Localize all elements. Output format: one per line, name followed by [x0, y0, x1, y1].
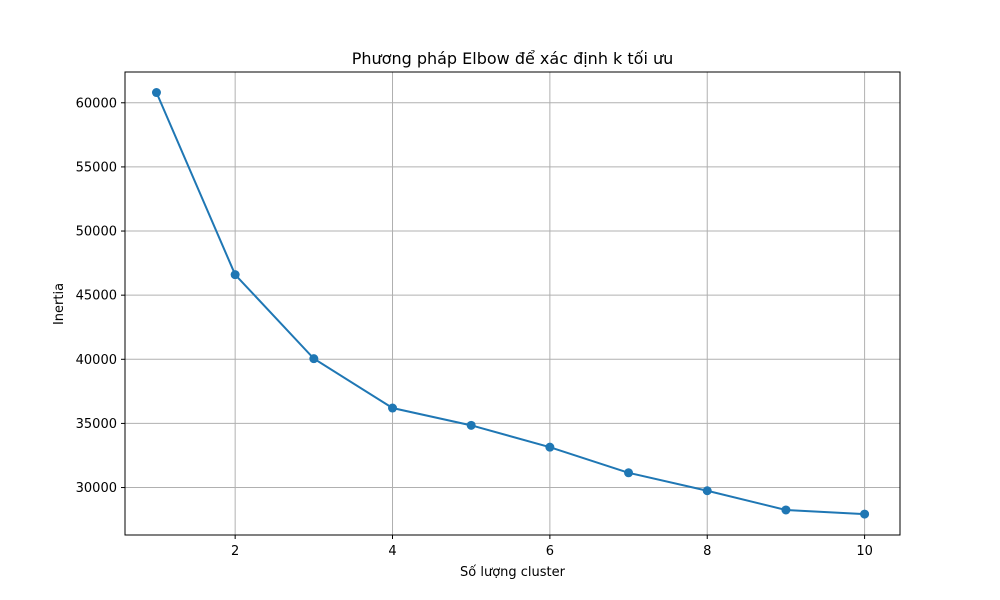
data-point — [624, 468, 634, 478]
y-tick-label: 30000 — [76, 481, 117, 496]
data-point — [309, 354, 319, 364]
data-point — [545, 442, 555, 452]
data-point — [702, 486, 712, 496]
y-tick-label: 40000 — [76, 353, 117, 368]
y-tick-label: 50000 — [76, 225, 117, 240]
y-tick-label: 55000 — [76, 160, 117, 175]
grid — [125, 72, 900, 535]
y-axis-label: Inertia — [52, 283, 67, 325]
data-point — [466, 420, 476, 430]
x-tick-label: 2 — [231, 544, 239, 559]
series-line — [155, 92, 865, 516]
data-point — [781, 505, 791, 515]
x-tick-label: 8 — [703, 544, 711, 559]
y-tick-label: 45000 — [76, 289, 117, 304]
chart-title: Phương pháp Elbow để xác định k tối ưu — [352, 49, 674, 68]
series-layer — [151, 88, 870, 519]
x-tick-label: 6 — [546, 544, 554, 559]
data-point — [151, 88, 161, 98]
plot-frame — [124, 71, 901, 536]
x-axis-label: Số lượng cluster — [460, 565, 566, 580]
data-point — [388, 403, 398, 413]
y-tick-label: 60000 — [76, 96, 117, 111]
y-tick-label: 35000 — [76, 417, 117, 432]
ticks: 2 4 6 8 10 30000 35000 40000 45000 50000 55000 6000… — [76, 96, 873, 559]
x-tick-label: 10 — [856, 544, 873, 559]
data-point — [230, 270, 240, 280]
x-tick-label: 4 — [388, 544, 396, 559]
data-point — [860, 509, 870, 519]
